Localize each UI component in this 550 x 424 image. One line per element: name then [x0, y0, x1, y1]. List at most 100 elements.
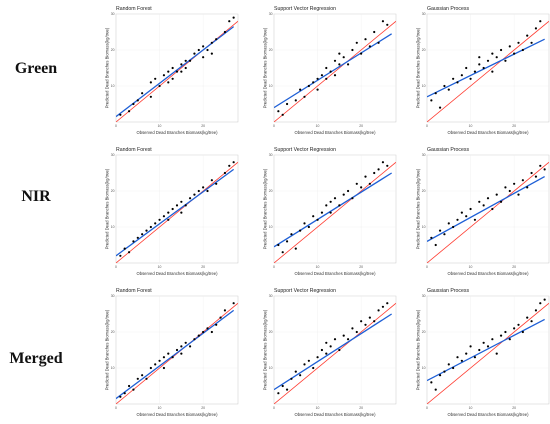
plot-area — [426, 154, 550, 264]
data-point — [285, 102, 289, 106]
plot-area — [273, 13, 397, 123]
data-point — [127, 110, 131, 113]
data-point — [158, 84, 161, 88]
data-point — [193, 338, 196, 341]
data-point — [386, 302, 389, 305]
data-point — [281, 113, 284, 116]
data-point — [197, 334, 200, 337]
data-point — [491, 338, 494, 341]
data-point — [360, 52, 363, 55]
data-point — [175, 348, 179, 352]
data-point — [307, 225, 310, 229]
data-point — [351, 327, 354, 330]
data-point — [486, 197, 490, 200]
data-point — [517, 41, 520, 44]
data-point — [202, 56, 205, 59]
data-point — [521, 179, 524, 182]
one-to-one-line — [116, 161, 238, 263]
data-point — [508, 45, 511, 48]
data-point — [486, 345, 490, 348]
one-to-one-line — [274, 302, 396, 404]
x-tick-label: 10 — [469, 265, 473, 269]
data-point — [338, 204, 341, 207]
data-point — [360, 320, 363, 323]
data-point — [119, 254, 122, 257]
data-point — [277, 243, 280, 247]
x-axis-label: Observed Dead Branches Biomass(kg/tree) — [448, 412, 530, 417]
data-point — [508, 189, 511, 193]
data-point — [210, 41, 213, 44]
data-point — [175, 70, 179, 73]
data-point — [167, 70, 170, 73]
y-tick-label: 30 — [422, 294, 426, 298]
x-tick-label: 20 — [359, 124, 363, 128]
data-point — [223, 171, 227, 175]
data-point — [329, 200, 332, 203]
y-axis-label: Predicted Dead Branches Biomass(kg/tree) — [105, 27, 110, 108]
data-point — [167, 81, 170, 84]
regression-fit-line — [116, 309, 235, 400]
data-point — [180, 352, 183, 355]
data-point — [202, 45, 205, 48]
data-point — [517, 193, 520, 196]
x-tick-label: 10 — [158, 406, 162, 410]
data-point — [473, 218, 477, 221]
data-point — [329, 70, 332, 73]
data-point — [351, 197, 354, 200]
x-tick-label: 0 — [273, 406, 275, 410]
x-tick-label: 0 — [426, 265, 428, 269]
data-point — [452, 77, 455, 80]
data-point — [277, 392, 280, 395]
data-point — [215, 323, 218, 326]
data-point — [486, 59, 490, 62]
data-point — [316, 77, 319, 80]
y-tick-label: 30 — [269, 294, 273, 298]
data-point — [149, 366, 152, 370]
x-axis-label: Observed Dead Branches Biomass(kg/tree) — [295, 130, 377, 135]
y-tick-label: 30 — [422, 12, 426, 16]
plot-area — [426, 295, 550, 405]
data-point — [456, 218, 459, 221]
regression-fit-line — [116, 168, 235, 257]
data-point — [325, 341, 328, 344]
data-point — [526, 316, 529, 319]
data-point — [364, 323, 367, 326]
data-point — [299, 88, 302, 91]
data-point — [438, 106, 442, 109]
data-point — [504, 59, 507, 62]
data-point — [158, 359, 161, 362]
data-point — [504, 330, 507, 334]
scatter-panel: Gaussian Process 0 10 20 10 20 30 Observed Dead… — [416, 6, 550, 135]
x-tick-label: 0 — [115, 406, 117, 410]
data-point — [430, 236, 433, 239]
data-point — [539, 20, 542, 23]
data-point — [526, 186, 529, 189]
one-to-one-line — [274, 161, 396, 263]
data-point — [491, 70, 494, 73]
y-tick-label: 30 — [111, 294, 115, 298]
scatter-panel: Random Forest 0 10 20 10 20 30 Observed Dead Br… — [105, 288, 239, 417]
y-tick-label: 10 — [111, 84, 115, 88]
data-point — [320, 74, 324, 77]
x-tick-label: 20 — [201, 406, 205, 410]
data-point — [184, 66, 187, 70]
data-point — [351, 48, 354, 52]
data-point — [534, 309, 538, 312]
data-point — [303, 95, 306, 98]
data-point — [123, 247, 126, 250]
data-point — [184, 59, 187, 62]
data-point — [307, 84, 310, 88]
data-point — [188, 59, 192, 62]
data-point — [149, 81, 152, 84]
y-tick-label: 20 — [422, 330, 426, 334]
data-point — [132, 102, 135, 106]
data-point — [127, 384, 131, 388]
data-point — [180, 70, 183, 73]
data-point — [184, 204, 187, 207]
data-point — [325, 77, 328, 80]
panel-title: Gaussian Process — [427, 147, 470, 153]
data-point — [377, 168, 380, 171]
data-point — [495, 352, 498, 355]
data-point — [373, 320, 376, 323]
y-tick-label: 10 — [422, 366, 426, 370]
